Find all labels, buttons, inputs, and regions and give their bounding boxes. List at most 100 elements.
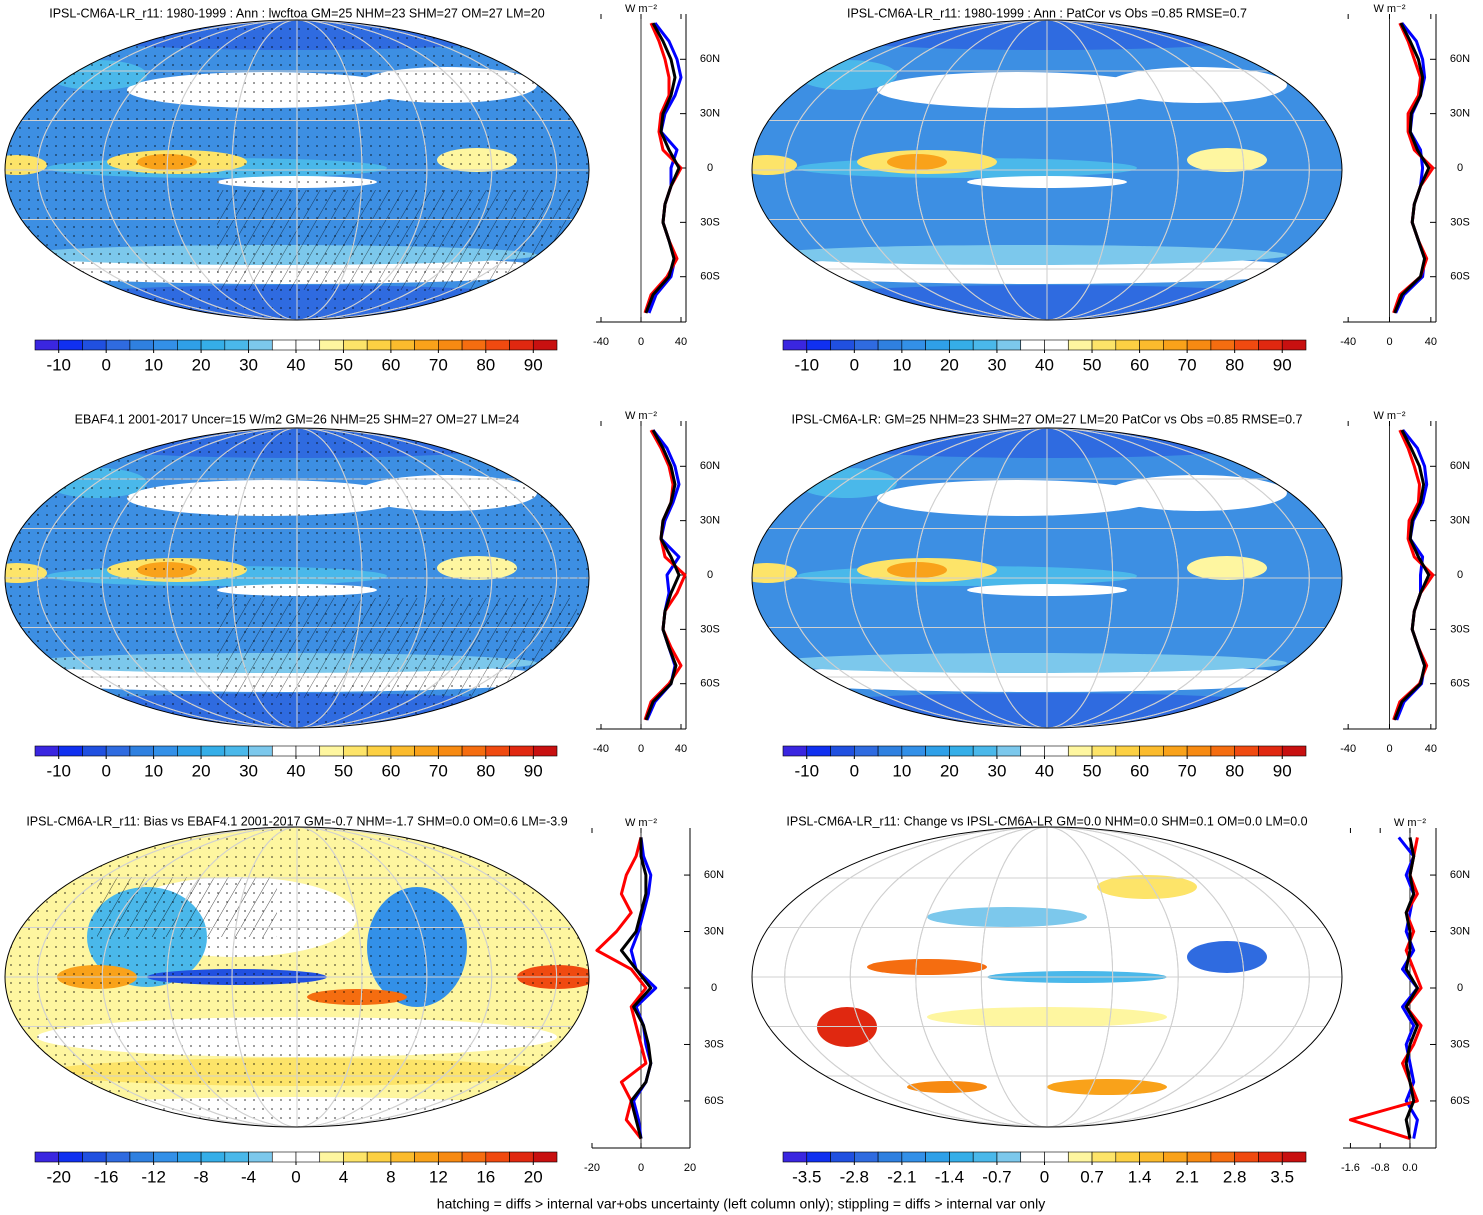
x-tick-label: 0	[638, 336, 644, 348]
colorbar-box	[1258, 1151, 1283, 1163]
colorbar-tick-label: -1.4	[935, 1167, 964, 1186]
colorbar-box	[854, 1151, 879, 1163]
colorbar-box	[295, 745, 321, 757]
colorbar-box	[996, 339, 1022, 351]
map-field	[1097, 875, 1197, 899]
y-tick-label: 60N	[1450, 869, 1470, 881]
colorbar-tick-label: 0	[1040, 1167, 1049, 1186]
colorbar-tick-label: 0	[850, 761, 859, 780]
colorbar-box	[82, 1151, 107, 1163]
x-axis-label: W m⁻²	[1373, 410, 1405, 422]
colorbar-box	[1091, 339, 1117, 351]
y-tick-label: 0	[1457, 569, 1463, 581]
y-tick-label: 0	[707, 162, 713, 174]
y-tick-label: 60S	[700, 271, 720, 283]
colorbar-tick-label: 50	[334, 355, 353, 374]
colorbar-box	[319, 745, 344, 757]
colorbar-tick-label: 30	[987, 761, 1006, 780]
x-tick-label: -1.6	[1341, 1162, 1360, 1174]
colorbar-box	[1115, 745, 1140, 757]
colorbar-box	[177, 1151, 202, 1163]
colorbar-box	[996, 1151, 1022, 1163]
colorbar-box	[1258, 745, 1283, 757]
colorbar-box	[129, 339, 154, 351]
colorbar-box	[1020, 339, 1045, 351]
colorbar-box	[1067, 1151, 1093, 1163]
colorbar-tick-label: -3.5	[792, 1167, 821, 1186]
y-tick-label: 0	[707, 569, 713, 581]
colorbar-tick-label: 70	[1178, 355, 1197, 374]
colorbar-tick-label: -8	[194, 1167, 209, 1186]
colorbar-box	[1091, 745, 1117, 757]
x-tick-label: -40	[1340, 743, 1356, 755]
colorbar-box	[509, 1151, 534, 1163]
colorbar-tick-label: 90	[524, 355, 543, 374]
colorbar-box	[58, 339, 83, 351]
colorbar-box	[1044, 339, 1069, 351]
hatching	[217, 598, 577, 698]
colorbar-box	[1210, 745, 1235, 757]
colorbar-tick-label: 2.8	[1223, 1167, 1247, 1186]
colorbar-box	[200, 1151, 226, 1163]
colorbar-box	[1139, 745, 1164, 757]
map-field	[887, 154, 947, 170]
y-tick-label: 30S	[700, 623, 720, 635]
panel-title: EBAF4.1 2001-2017 Uncer=15 W/m2 GM=26 NH…	[75, 412, 520, 426]
colorbar-box	[390, 1151, 415, 1163]
map-field	[767, 653, 1287, 673]
map	[5, 827, 589, 1127]
colorbar-tick-label: 10	[892, 761, 911, 780]
colorbar-box	[438, 339, 463, 351]
colorbar-tick-label: 4	[339, 1167, 348, 1186]
map-field	[752, 155, 797, 175]
y-tick-label: 60N	[1450, 460, 1470, 472]
map-border	[4, 427, 590, 729]
x-tick-label: -40	[593, 336, 609, 348]
colorbar-box	[105, 339, 131, 351]
colorbar-box	[996, 745, 1022, 757]
colorbar-box	[271, 339, 297, 351]
map-field	[1187, 148, 1267, 172]
colorbar-tick-label: 80	[476, 761, 495, 780]
colorbar-box	[782, 339, 808, 351]
y-tick-label: 30S	[700, 216, 720, 228]
colorbar-box	[248, 745, 273, 757]
colorbar-box	[1067, 745, 1093, 757]
x-axis-label: W m⁻²	[1373, 3, 1405, 15]
y-tick-label: 60S	[1450, 1095, 1470, 1107]
colorbar-tick-label: 60	[381, 761, 400, 780]
zonal-line	[595, 837, 648, 1140]
panel-title: IPSL-CM6A-LR: GM=25 NHM=23 SHM=27 OM=27 …	[792, 412, 1303, 426]
x-tick-label: 0	[638, 743, 644, 755]
colorbar-box	[224, 1151, 249, 1163]
colorbar-tick-label: 30	[987, 355, 1006, 374]
zonal-line	[644, 22, 681, 314]
map-field	[1107, 475, 1287, 511]
zonal-line	[643, 429, 687, 721]
colorbar-tick-label: 0	[291, 1167, 300, 1186]
y-tick-label: 0	[1457, 982, 1463, 994]
colorbar-box	[782, 1151, 808, 1163]
colorbar-tick-label: -10	[46, 761, 71, 780]
y-tick-label: 30N	[700, 108, 720, 120]
colorbar-box	[343, 745, 368, 757]
colorbar-tick-label: 20	[192, 761, 211, 780]
map-field	[752, 563, 797, 583]
x-tick-label: -40	[593, 743, 609, 755]
colorbar-box	[58, 745, 83, 757]
zonal-line	[644, 429, 681, 721]
colorbar-tick-label: 0	[850, 355, 859, 374]
colorbar-box	[153, 745, 178, 757]
colorbar-tick-label: 10	[144, 761, 163, 780]
colorbar-box	[1020, 1151, 1045, 1163]
colorbar-box	[830, 745, 855, 757]
colorbar-box	[295, 339, 321, 351]
colorbar-box	[901, 745, 926, 757]
colorbar-box	[390, 339, 415, 351]
zonal-line	[619, 837, 653, 1139]
colorbar-box	[1258, 339, 1283, 351]
colorbar-box	[949, 745, 974, 757]
colorbar-box	[295, 1151, 321, 1163]
map-field	[877, 72, 1157, 108]
